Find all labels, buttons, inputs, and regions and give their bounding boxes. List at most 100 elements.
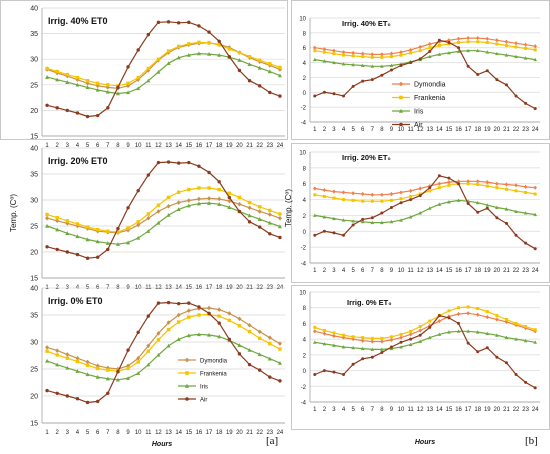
panel-frame	[0, 0, 288, 140]
data-point	[485, 206, 489, 210]
data-point	[495, 78, 499, 82]
x-tick-label: 16	[455, 407, 462, 413]
y-tick-label: 25	[30, 82, 38, 89]
data-point	[533, 247, 537, 251]
data-point	[457, 306, 461, 310]
data-point	[247, 348, 252, 352]
data-point	[523, 211, 528, 215]
data-point	[85, 79, 90, 83]
series-line	[314, 39, 536, 110]
x-tick-label: 15	[446, 268, 453, 274]
data-point	[342, 333, 346, 337]
data-point	[176, 207, 181, 212]
data-point	[257, 205, 262, 209]
data-point	[227, 205, 232, 209]
x-tick-label: 7	[371, 407, 375, 413]
data-point	[485, 184, 489, 188]
data-point	[504, 43, 508, 47]
y-tick-label: 6	[303, 46, 307, 52]
data-point	[166, 195, 171, 200]
data-point	[227, 191, 232, 195]
data-point	[514, 54, 518, 59]
data-point	[351, 219, 355, 223]
data-point	[360, 191, 365, 197]
data-point	[237, 58, 242, 62]
data-point	[65, 108, 70, 113]
data-point	[196, 196, 201, 202]
data-point	[237, 50, 242, 55]
data-point	[418, 194, 422, 198]
data-point	[485, 331, 490, 336]
data-point	[341, 345, 346, 349]
data-point	[380, 52, 384, 57]
y-tick-label: 35	[30, 172, 38, 179]
data-point	[237, 352, 242, 356]
data-point	[380, 339, 384, 344]
data-point	[514, 373, 518, 376]
data-point	[156, 69, 161, 74]
data-point	[156, 220, 161, 225]
data-point	[85, 256, 90, 260]
data-point	[268, 208, 272, 213]
data-point	[495, 355, 499, 359]
y-tick-label: 20	[30, 250, 38, 257]
x-tick-label: 17	[465, 127, 472, 133]
y-tick-label: 20	[30, 108, 38, 115]
legend-label: Frankenia	[200, 372, 227, 378]
y-tick-label: -4	[301, 262, 307, 268]
data-point	[351, 191, 355, 196]
data-point	[485, 310, 489, 314]
panel-frame	[291, 0, 550, 140]
series-frankenia	[45, 40, 282, 88]
data-point	[380, 55, 384, 59]
data-point	[116, 85, 120, 90]
data-point	[351, 362, 355, 366]
x-tick-label: 13	[426, 268, 433, 274]
x-tick-label: 19	[226, 143, 233, 149]
x-tick-label: 22	[513, 407, 520, 413]
data-point	[247, 62, 252, 67]
x-tick-label: 11	[145, 143, 152, 149]
data-point	[126, 65, 130, 69]
x-tick-label: 15	[185, 430, 192, 436]
data-point	[361, 357, 365, 361]
y-tick-label: 25	[30, 367, 38, 374]
data-point	[217, 53, 222, 57]
y-tick-label: -2	[301, 385, 307, 391]
data-point	[136, 188, 140, 193]
data-point	[514, 209, 518, 213]
x-tick-label: 6	[361, 407, 365, 413]
data-point	[146, 343, 151, 349]
data-point	[504, 83, 508, 87]
x-tick-label: 12	[155, 430, 162, 436]
data-point	[361, 336, 365, 340]
data-point	[466, 341, 470, 345]
data-point	[257, 65, 262, 70]
x-tick-label: 2	[323, 127, 327, 133]
x-tick-label: 1	[45, 430, 49, 436]
data-point	[399, 50, 403, 55]
y-axis-label: Temp. (Cº)	[9, 194, 18, 232]
y-tick-label: 15	[30, 134, 38, 141]
data-point	[456, 36, 461, 41]
series-air	[45, 160, 282, 260]
data-point	[495, 216, 499, 220]
y-tick-label: 10	[299, 151, 306, 157]
x-tick-label: 10	[135, 430, 142, 436]
series-line	[46, 301, 281, 404]
data-point	[217, 202, 222, 206]
data-point	[187, 315, 191, 319]
data-point	[476, 350, 480, 354]
x-tick-label: 12	[417, 407, 424, 413]
x-tick-label: 1	[45, 143, 49, 149]
data-point	[495, 181, 499, 186]
data-point	[278, 235, 282, 240]
data-point	[361, 79, 365, 83]
data-point	[533, 107, 537, 111]
data-point	[351, 84, 355, 88]
data-point	[466, 40, 470, 44]
data-point	[485, 41, 489, 45]
x-tick-label: 8	[380, 127, 384, 133]
